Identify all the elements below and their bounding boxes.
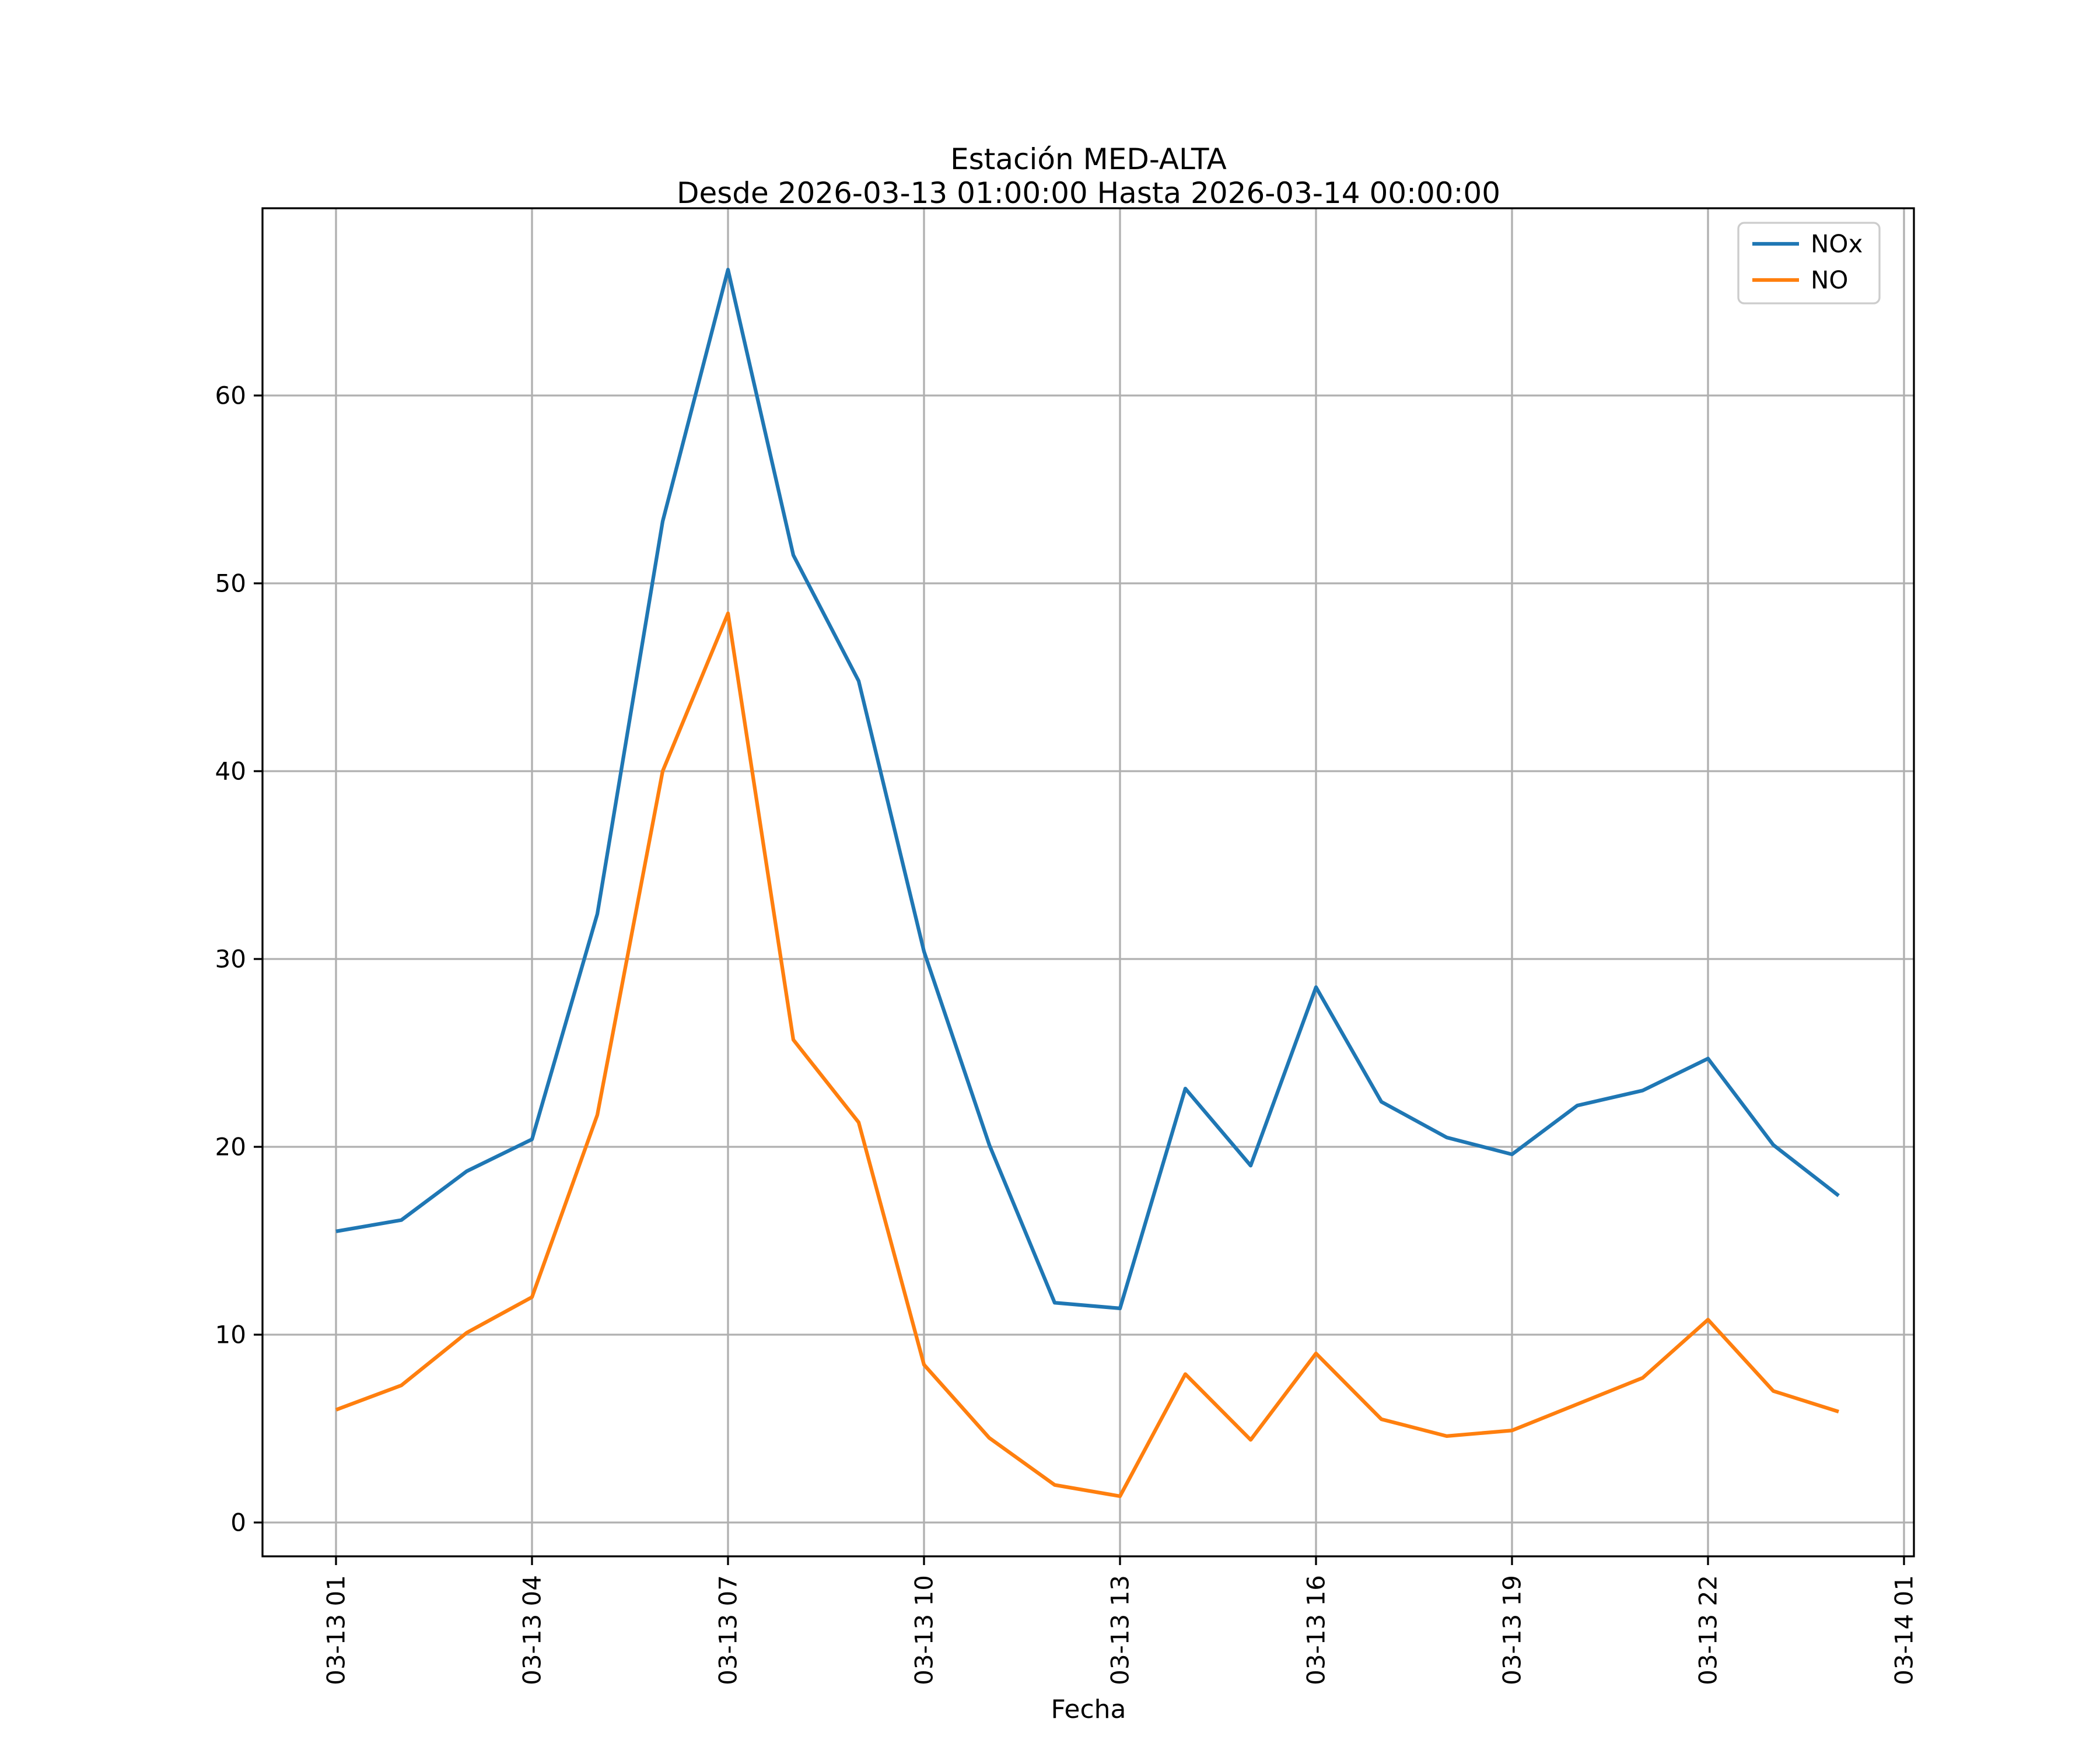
grid-layer	[262, 208, 1914, 1556]
legend: NOx NO	[1737, 222, 1881, 304]
x-tick-label: 03-13 16	[1302, 1575, 1331, 1685]
axes-frame	[261, 207, 1915, 1558]
chart-subtitle: Desde 2026-03-13 01:00:00 Hasta 2026-03-…	[677, 176, 1500, 210]
series-line-nox	[335, 268, 1840, 1311]
x-tick-label: 03-13 07	[714, 1575, 743, 1685]
axes-spines	[261, 207, 1915, 1558]
y-tick-label: 10	[215, 1321, 246, 1349]
x-tick-label: 03-13 13	[1106, 1575, 1135, 1685]
x-axis-label: Fecha	[1051, 1695, 1126, 1724]
series-layer	[335, 268, 1840, 1499]
x-tick-label: 03-14 01	[1890, 1575, 1919, 1685]
tick-layer: 0 10 20 30 40 50 60 03-13 01 03-13 04 03-13 07 03-…	[215, 382, 1919, 1685]
y-tick-label: 60	[215, 382, 246, 410]
chart-title: Estación MED-ALTA	[950, 142, 1227, 176]
y-tick-label: 40	[215, 757, 246, 786]
y-tick-label: 50	[215, 569, 246, 598]
y-tick-label: 20	[215, 1133, 246, 1161]
y-tick-label: 30	[215, 945, 246, 974]
x-tick-label: 03-13 01	[322, 1575, 351, 1685]
x-tick-label: 03-13 04	[518, 1575, 547, 1685]
legend-label-no: NO	[1811, 266, 1848, 295]
x-tick-label: 03-13 10	[910, 1575, 939, 1685]
y-tick-label: 0	[230, 1508, 246, 1537]
x-tick-label: 03-13 22	[1694, 1575, 1723, 1685]
x-tick-label: 03-13 19	[1498, 1575, 1527, 1685]
series-line-no	[335, 611, 1839, 1499]
legend-label-nox: NOx	[1811, 230, 1863, 258]
